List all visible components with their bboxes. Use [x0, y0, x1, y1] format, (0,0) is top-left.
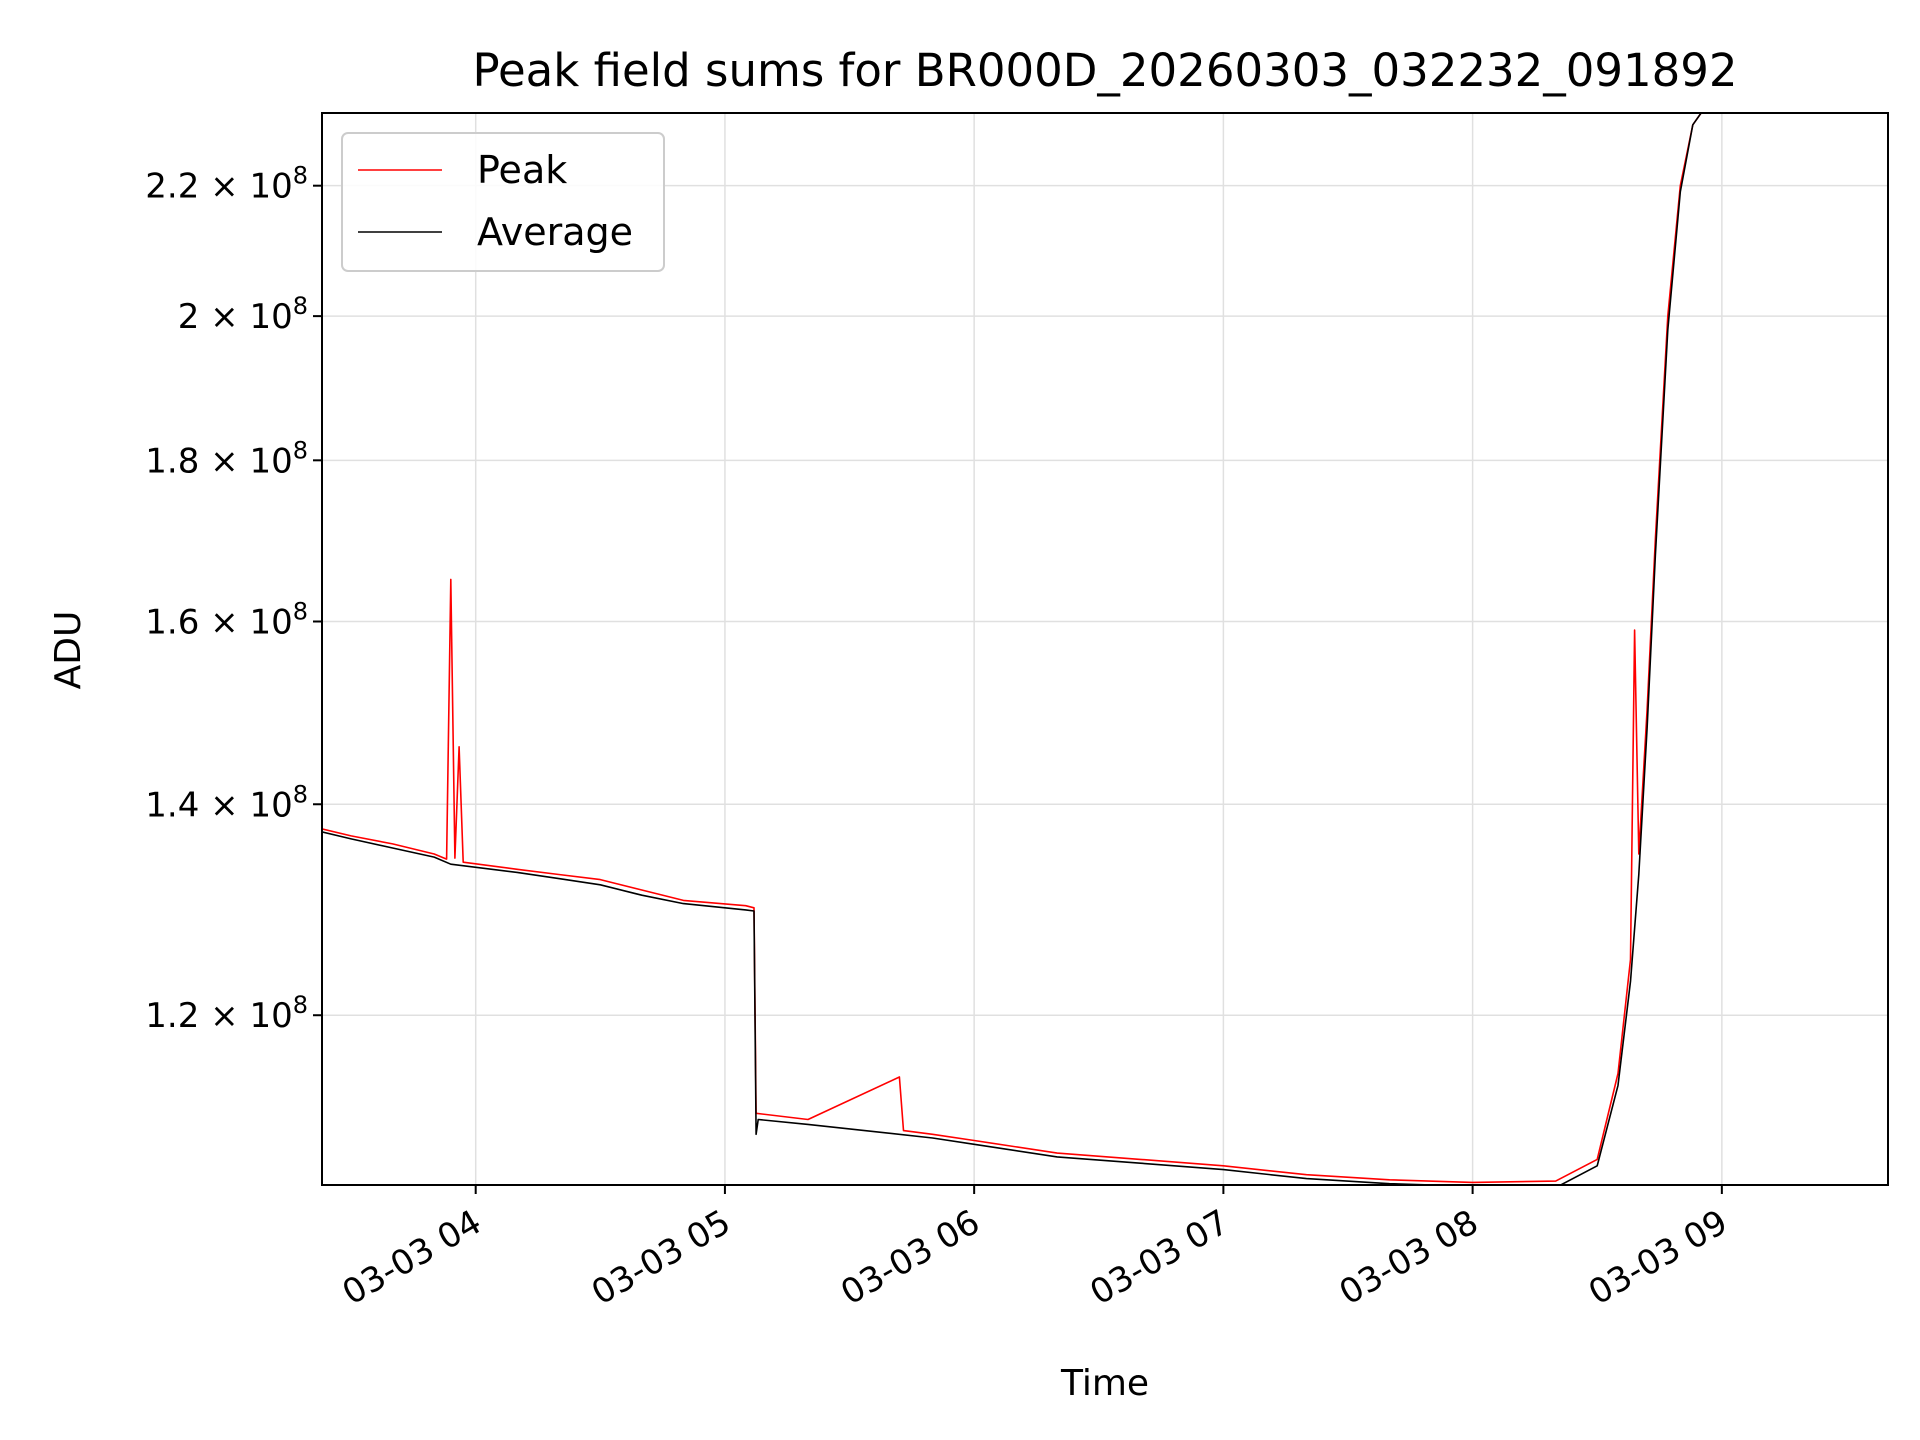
- x-tick-label: 03-03 09: [1582, 1202, 1734, 1313]
- plot-frame: [321, 112, 1889, 1186]
- y-tick-label: 2.2 × 108: [145, 162, 308, 207]
- x-axis: 03-03 04 03-03 05 03-03 06 03-03 07 03-03 08…: [336, 1185, 1734, 1313]
- y-axis: 1.2 × 108 1.4 × 108 1.6 × 108 1.8 × 108 2 × …: [145, 162, 322, 1036]
- x-tick-label: 03-03 04: [336, 1202, 488, 1313]
- x-tick-label: 03-03 05: [585, 1202, 737, 1313]
- series-line-average: [322, 113, 1702, 1185]
- y-tick-label: 1.4 × 108: [145, 780, 308, 825]
- x-tick-label: 03-03 07: [1083, 1202, 1235, 1313]
- legend-label-peak: Peak: [477, 148, 567, 192]
- y-tick-label: 1.8 × 108: [145, 436, 308, 481]
- legend-label-average: Average: [477, 210, 633, 254]
- y-tick-label: 1.2 × 108: [145, 991, 308, 1036]
- legend-box: [341, 132, 665, 272]
- legend: Peak Average: [341, 132, 665, 272]
- x-axis-label: Time: [1060, 1363, 1149, 1404]
- chart-title: Peak field sums for BR000D_20260303_0322…: [472, 44, 1737, 97]
- series-layer: [322, 113, 1702, 1185]
- y-axis-label: ADU: [48, 611, 89, 690]
- series-line-peak: [322, 113, 1702, 1184]
- y-tick-label: 2 × 108: [178, 292, 308, 337]
- y-tick-label: 1.6 × 108: [145, 598, 308, 643]
- x-tick-label: 03-03 08: [1333, 1202, 1485, 1313]
- grid-lines: [322, 113, 1888, 1185]
- x-tick-label: 03-03 06: [834, 1202, 986, 1313]
